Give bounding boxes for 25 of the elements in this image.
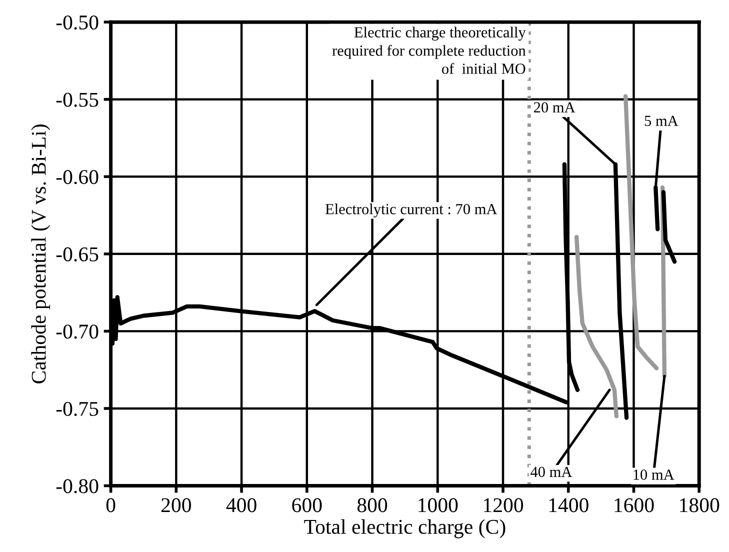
y-axis-title: Cathode potential (V vs. Bi-Li) bbox=[31, 124, 50, 384]
y-tick-label: -0.80 bbox=[56, 479, 98, 494]
annotation: 5 mA bbox=[644, 116, 678, 126]
x-tick-label: 0 bbox=[106, 498, 116, 512]
y-tick-label: -0.65 bbox=[56, 247, 98, 262]
x-tick-label: 400 bbox=[226, 498, 256, 512]
y-tick-label: -0.60 bbox=[56, 170, 98, 184]
ref-line-label: Electric charge theoretically required for complete reduction of initial MO bbox=[332, 26, 526, 74]
annotation: 40 mA bbox=[530, 466, 572, 478]
x-tick-label: 1200 bbox=[484, 498, 524, 512]
x-tick-label: 1800 bbox=[680, 498, 720, 512]
annotation: 20 mA bbox=[534, 102, 576, 113]
x-tick-label: 1400 bbox=[549, 498, 588, 512]
x-tick-label: 200 bbox=[161, 498, 192, 512]
annotation: 10 mA bbox=[634, 470, 674, 480]
annotation: Electrolytic current : 70 mA bbox=[325, 204, 498, 218]
y-tick-label: -0.70 bbox=[56, 324, 98, 339]
x-tick-label: 600 bbox=[292, 498, 322, 512]
x-tick-label: 1000 bbox=[418, 498, 458, 512]
x-tick-label: 800 bbox=[357, 498, 388, 512]
y-tick-label: -0.55 bbox=[56, 92, 98, 107]
y-tick-label: -0.75 bbox=[56, 402, 98, 416]
x-tick-label: 1600 bbox=[614, 498, 654, 512]
y-tick-label: -0.50 bbox=[56, 15, 98, 30]
x-axis-title: Total electric charge (C) bbox=[304, 519, 506, 538]
